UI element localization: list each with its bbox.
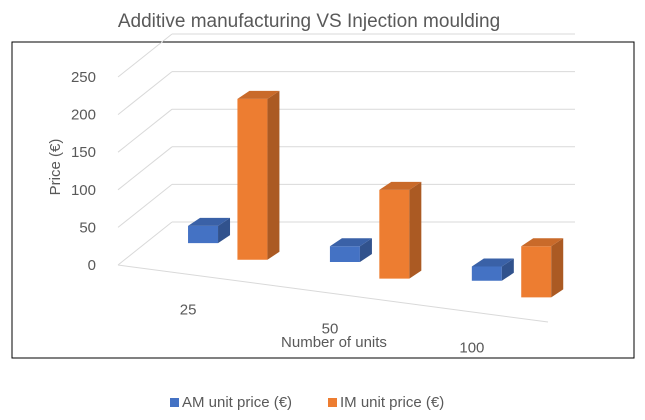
x-tick-label: 50 — [322, 321, 339, 338]
legend-swatch — [170, 398, 179, 407]
bar — [521, 238, 564, 298]
gridline-left — [117, 146, 173, 191]
bar — [379, 181, 422, 279]
legend-label: AM unit price (€) — [182, 394, 292, 411]
floor-edge — [117, 264, 549, 323]
bar-top — [188, 217, 231, 226]
y-tick-label: 150 — [71, 144, 96, 161]
bar-side — [359, 238, 372, 262]
bar-side — [218, 217, 231, 244]
bar-front — [329, 246, 360, 262]
bar-top — [471, 258, 514, 267]
bar-top — [329, 238, 372, 247]
bar-top — [379, 181, 422, 190]
gridlines — [117, 33, 575, 323]
gridline-left — [117, 184, 173, 228]
gridline-left — [117, 33, 173, 78]
bar-top — [521, 238, 564, 247]
gridline-left — [117, 108, 173, 153]
y-tick-label: 200 — [71, 107, 96, 124]
x-tick-label: 100 — [459, 339, 484, 356]
gridline-left — [117, 221, 173, 266]
gridline-left — [117, 71, 173, 115]
bar-front — [521, 246, 552, 298]
y-tick-label: 100 — [71, 182, 96, 199]
chart-title: Additive manufacturing VS Injection moul… — [118, 11, 500, 32]
plot-border — [11, 41, 635, 359]
bar — [188, 217, 231, 244]
y-tick-labels: 0 50 100 150 200 250 — [71, 69, 96, 274]
bar — [237, 90, 280, 260]
y-tick-label: 250 — [71, 69, 96, 86]
x-axis-label: Number of units — [281, 334, 387, 351]
bar-front — [471, 266, 502, 281]
bar-top — [237, 90, 280, 99]
legend-swatch — [328, 398, 337, 407]
bar-front — [188, 225, 219, 244]
y-axis-label: Price (€) — [47, 139, 64, 196]
y-tick-label: 50 — [79, 219, 96, 236]
legend: AM unit price (€) IM unit price (€) — [170, 394, 444, 411]
bar — [329, 238, 372, 262]
legend-label: IM unit price (€) — [340, 394, 444, 411]
y-tick-label: 0 — [88, 257, 96, 274]
bar-front — [237, 98, 268, 260]
bars — [188, 90, 564, 298]
bar-front — [379, 189, 410, 279]
bar — [471, 258, 514, 281]
bar-side — [409, 181, 422, 279]
x-tick-labels: 25 50 100 — [180, 302, 485, 357]
bar-side — [267, 90, 280, 260]
bar-side — [551, 238, 564, 298]
x-tick-label: 25 — [180, 302, 197, 319]
bar-side — [501, 258, 514, 281]
